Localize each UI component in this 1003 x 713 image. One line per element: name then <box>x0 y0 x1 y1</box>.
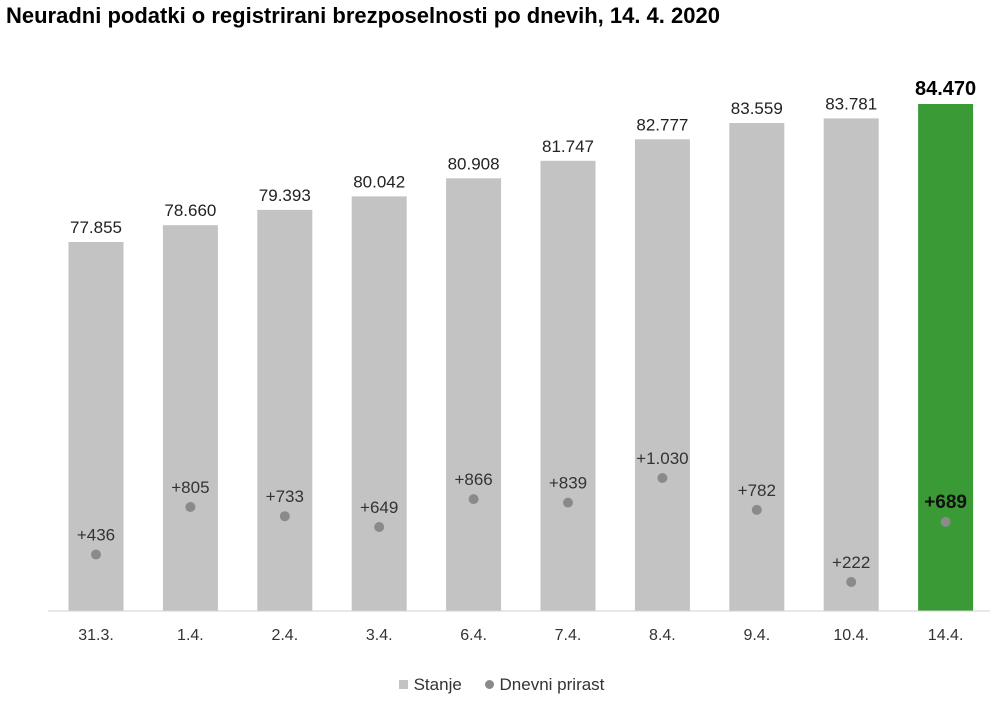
dots-group: +436 +805 +733 +649 +866 +839 +1.030 +782 +222 +6… <box>77 449 967 587</box>
increment-dot <box>374 522 385 532</box>
increment-dot <box>657 473 668 483</box>
bar-14-4 <box>918 104 974 611</box>
bar-chart: 77.855 78.660 79.393 80.042 80.908 81.747 82.7… <box>48 78 990 644</box>
legend-dot-swatch-icon <box>484 680 494 689</box>
bar-value-label: 84.470 <box>915 78 976 100</box>
legend: Stanje Dnevni prirast <box>0 674 1003 695</box>
bar-value-label: 78.660 <box>164 201 216 220</box>
increment-label: +222 <box>832 553 870 572</box>
bar-1-4 <box>162 225 218 611</box>
legend-bar-swatch-icon <box>398 680 408 689</box>
increment-label: +1.030 <box>636 449 688 468</box>
legend-label-stanje: Stanje <box>413 674 462 694</box>
x-tick-label: 10.4. <box>833 627 869 644</box>
x-tick-label: 7.4. <box>555 627 582 644</box>
x-tick-label: 1.4. <box>177 627 204 644</box>
increment-label: +733 <box>266 487 304 506</box>
x-tick-label: 3.4. <box>366 627 393 644</box>
x-tick-label: 6.4. <box>460 627 487 644</box>
bar-2-4 <box>257 209 313 611</box>
bar-value-label: 82.777 <box>636 115 688 134</box>
bar-value-label: 79.393 <box>259 186 311 205</box>
bar-value-label: 83.559 <box>731 99 783 118</box>
x-tick-label: 9.4. <box>743 627 770 644</box>
increment-label: +689 <box>924 492 967 513</box>
bars-group: 77.855 78.660 79.393 80.042 80.908 81.747 82.7… <box>68 78 976 612</box>
increment-dot <box>279 511 290 522</box>
bar-value-label: 77.855 <box>70 218 122 237</box>
increment-dot <box>185 502 196 512</box>
bar-value-label: 80.042 <box>353 172 405 191</box>
legend-item-stanje: Stanje <box>398 674 462 695</box>
bar-7-4 <box>540 160 596 612</box>
x-tick-labels: 31.3. 1.4. 2.4. 3.4. 6.4. 7.4. 8.4. 9.4. 10.4. 14… <box>78 627 963 644</box>
x-tick-label: 14.4. <box>928 627 964 644</box>
bar-3-4 <box>351 196 407 611</box>
chart-title: Neuradni podatki o registrirani brezpose… <box>6 3 720 28</box>
x-tick-label: 8.4. <box>649 627 676 644</box>
bar-value-label: 81.747 <box>542 137 594 156</box>
x-tick-label: 31.3. <box>78 627 114 644</box>
increment-label: +436 <box>77 526 115 545</box>
increment-label: +839 <box>549 474 587 493</box>
x-tick-label: 2.4. <box>271 627 298 644</box>
increment-label: +805 <box>171 478 209 497</box>
increment-dot <box>940 516 951 527</box>
bar-10-4 <box>823 118 879 612</box>
increment-dot <box>468 494 479 505</box>
increment-label: +649 <box>360 498 398 517</box>
bar-6-4 <box>446 178 502 612</box>
legend-item-dnevni-prirast: Dnevni prirast <box>484 674 605 695</box>
increment-label: +866 <box>454 470 492 489</box>
increment-dot <box>91 549 101 560</box>
bar-value-label: 80.908 <box>448 154 500 173</box>
bar-value-label: 83.781 <box>825 94 877 113</box>
increment-label: +782 <box>738 481 776 500</box>
increment-dot <box>563 497 573 508</box>
increment-dot <box>751 504 762 515</box>
bar-8-4 <box>634 139 690 612</box>
increment-dot <box>846 577 857 587</box>
bar-9-4 <box>729 123 785 611</box>
legend-label-dnevni-prirast: Dnevni prirast <box>499 674 605 694</box>
